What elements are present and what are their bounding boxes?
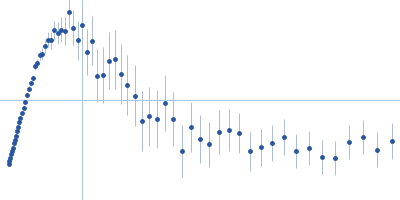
Point <box>45 38 51 41</box>
Point <box>15 125 21 128</box>
Point <box>62 29 68 33</box>
Point <box>118 72 124 76</box>
Point <box>26 87 32 90</box>
Point <box>318 156 325 159</box>
Point <box>100 73 106 77</box>
Point <box>111 58 118 61</box>
Point <box>7 156 13 159</box>
Point <box>58 28 64 31</box>
Point <box>9 146 16 149</box>
Point <box>154 117 160 120</box>
Point <box>374 148 380 151</box>
Point <box>8 150 15 153</box>
Point <box>94 74 100 77</box>
Point <box>11 138 18 141</box>
Point <box>19 112 25 115</box>
Point <box>51 29 57 32</box>
Point <box>206 143 212 146</box>
Point <box>89 39 95 42</box>
Point <box>131 94 138 97</box>
Point <box>84 50 90 53</box>
Point <box>79 23 86 26</box>
Point <box>236 131 242 135</box>
Point <box>24 94 30 97</box>
Point <box>29 76 36 79</box>
Point <box>332 156 338 159</box>
Point <box>306 147 312 150</box>
Point <box>196 137 203 141</box>
Point <box>10 141 17 144</box>
Point <box>281 135 287 139</box>
Point <box>226 129 232 132</box>
Point <box>34 61 40 64</box>
Point <box>42 45 48 48</box>
Point <box>138 119 145 123</box>
Point <box>70 26 76 29</box>
Point <box>293 149 299 152</box>
Point <box>74 39 81 42</box>
Point <box>48 39 54 42</box>
Point <box>12 134 19 137</box>
Point <box>124 83 131 87</box>
Point <box>269 141 275 144</box>
Point <box>66 10 72 14</box>
Point <box>39 52 46 56</box>
Point <box>162 101 168 105</box>
Point <box>54 32 61 35</box>
Point <box>16 121 22 124</box>
Point <box>32 65 38 68</box>
Point <box>258 146 264 149</box>
Point <box>6 163 12 166</box>
Point <box>216 131 222 134</box>
Point <box>20 106 27 110</box>
Point <box>8 153 14 156</box>
Point <box>6 160 13 163</box>
Point <box>346 140 352 144</box>
Point <box>36 54 43 57</box>
Point <box>247 150 253 153</box>
Point <box>360 136 366 139</box>
Point <box>14 129 20 132</box>
Point <box>178 149 185 152</box>
Point <box>187 125 194 129</box>
Point <box>146 115 152 118</box>
Point <box>106 59 112 62</box>
Point <box>170 117 176 120</box>
Point <box>27 82 34 85</box>
Point <box>17 116 24 119</box>
Point <box>389 139 395 143</box>
Point <box>22 100 28 103</box>
